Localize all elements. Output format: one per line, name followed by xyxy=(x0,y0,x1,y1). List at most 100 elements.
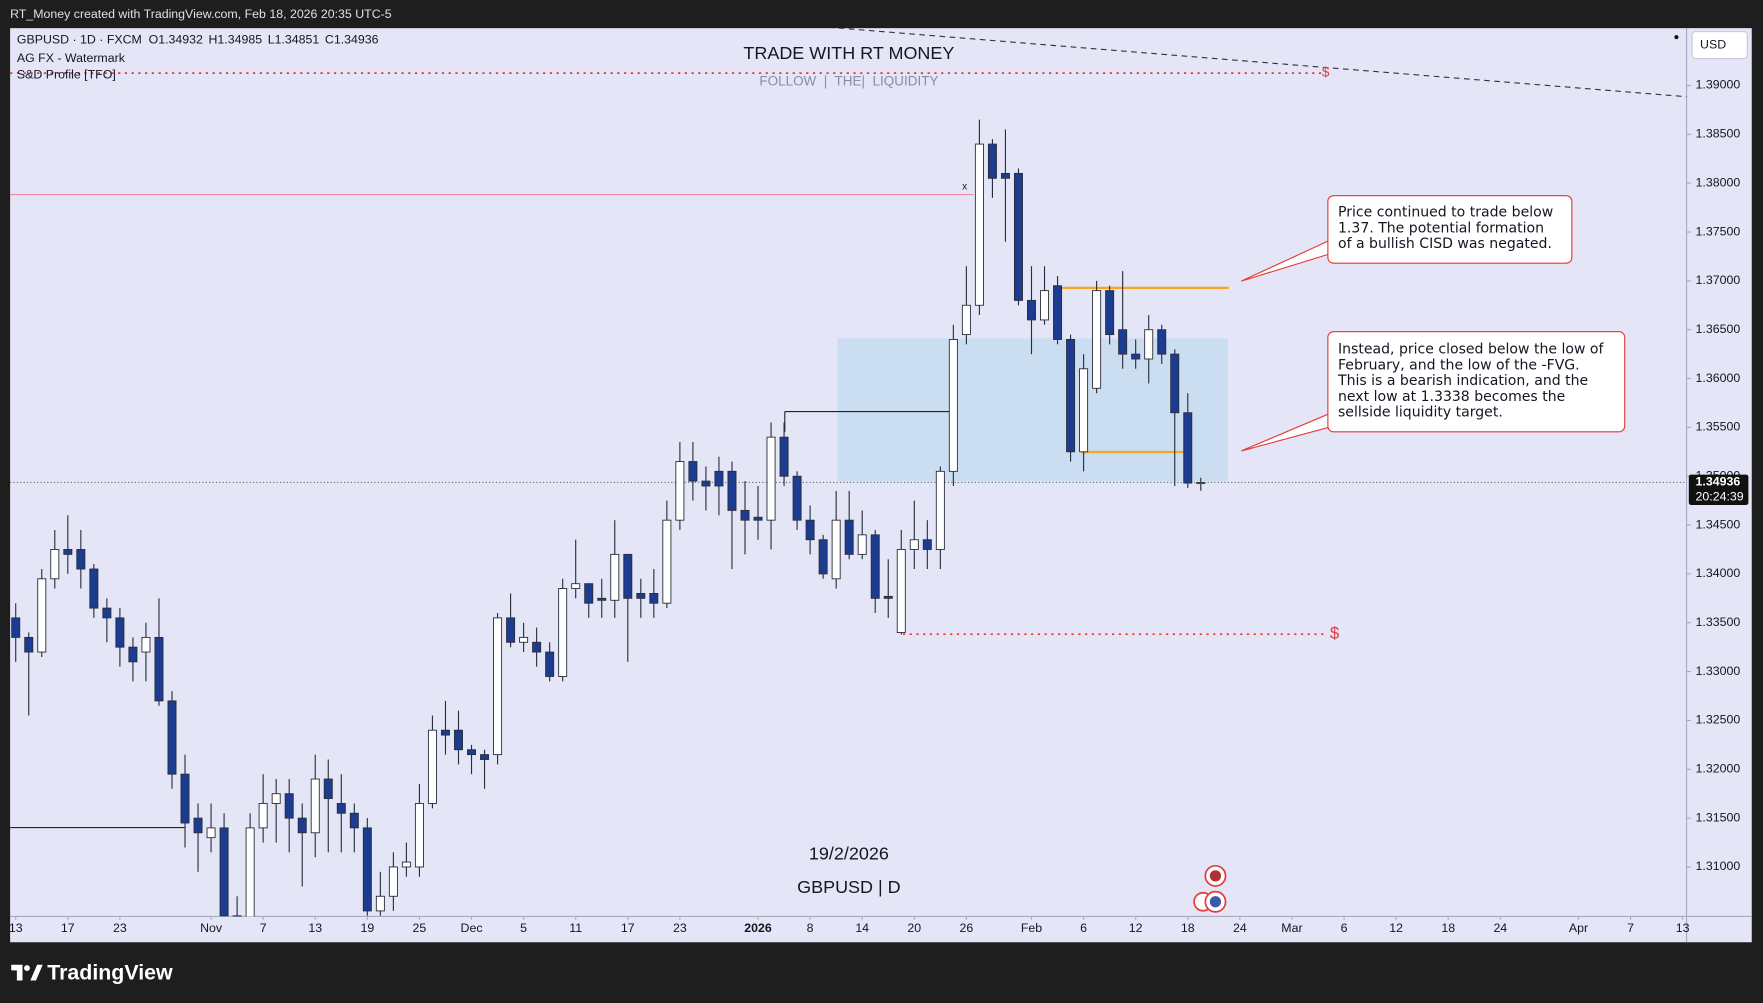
high-label: H1.34985 xyxy=(209,33,263,47)
price-axis: 1.31000 1.31500 1.32000 1.32500 1.33000 1.335… xyxy=(1686,78,1741,873)
y-tick-label: 1.35500 xyxy=(1696,420,1741,434)
logo-shape xyxy=(30,964,43,981)
candle-body xyxy=(571,583,581,590)
candle-body xyxy=(24,636,34,653)
x-tick-label: 19 xyxy=(360,921,374,935)
candle-body xyxy=(258,803,268,829)
candle-body xyxy=(1000,172,1010,179)
brand-name: TradingView xyxy=(47,960,173,984)
candle-body xyxy=(414,803,424,868)
x-tick-label: 12 xyxy=(1389,921,1403,935)
x-tick-label: 7 xyxy=(260,921,267,935)
y-tick-label: 1.33000 xyxy=(1696,664,1741,678)
pair-label: GBPUSD | D xyxy=(797,877,901,897)
candle-body xyxy=(857,534,867,555)
candle-body xyxy=(63,549,73,555)
x-tick-label: Feb xyxy=(1021,921,1042,935)
candle-body xyxy=(115,617,125,648)
candle-body xyxy=(11,617,21,638)
candle-body xyxy=(844,519,854,555)
fvg-zone xyxy=(837,338,1228,482)
x-tick-label: 2026 xyxy=(744,921,772,935)
event-icon-flag xyxy=(1209,870,1222,882)
y-tick-label: 1.37000 xyxy=(1696,273,1741,287)
x-tick-label: 20 xyxy=(907,921,921,935)
candle-body xyxy=(1053,285,1063,340)
dollar-marker: $ xyxy=(1322,65,1330,80)
candle-body xyxy=(597,597,607,601)
candle-body xyxy=(532,641,542,653)
candle-body xyxy=(219,827,229,917)
candle-body xyxy=(1131,353,1141,360)
candle-body xyxy=(375,895,385,912)
x-tick-label: 8 xyxy=(807,921,814,935)
time-axis: 13 17 23 Nov 7 13 19 25 Dec 5 11 17 23 2026 8 14 20 26 Feb… xyxy=(9,916,1690,935)
candle-body xyxy=(180,773,190,824)
y-tick-label: 1.38500 xyxy=(1696,127,1741,141)
y-tick-label: 1.31000 xyxy=(1696,859,1741,873)
symbol: GBPUSD · 1D · FXCM xyxy=(17,33,142,47)
callout-text: 1.37. The potential formation xyxy=(1338,220,1544,236)
candle-body xyxy=(662,519,672,604)
candle-body xyxy=(519,636,529,643)
x-tick-label: 18 xyxy=(1441,921,1455,935)
callout-text: Price continued to trade below xyxy=(1338,205,1553,221)
candle-body xyxy=(1157,329,1167,355)
x-tick-label: 23 xyxy=(673,921,687,935)
chart-subtitle: FOLLOW | THE| LIQUIDITY xyxy=(759,74,938,89)
dollar-marker: $ xyxy=(1330,624,1340,643)
candle-body xyxy=(310,778,320,834)
candle-body xyxy=(76,549,86,570)
callout-text: This is a bearish indication, and the xyxy=(1337,373,1588,389)
candle-body xyxy=(362,827,372,912)
candle-body xyxy=(1196,482,1206,485)
candle-body xyxy=(558,588,568,677)
callout-box xyxy=(1327,331,1626,433)
candle-body xyxy=(102,607,112,619)
x-tick-label: 17 xyxy=(61,921,75,935)
drawings xyxy=(10,28,1687,829)
candle-body xyxy=(467,749,477,756)
candle-body xyxy=(141,636,151,653)
top-bar-text: RT_Money created with TradingView.com, F… xyxy=(10,7,392,21)
logo-shape xyxy=(11,964,23,981)
x-tick-label: 17 xyxy=(621,921,635,935)
candle-body xyxy=(1144,329,1154,360)
candle-body xyxy=(792,475,802,521)
x-tick-label: 7 xyxy=(1627,921,1634,935)
candle-body xyxy=(349,812,359,829)
x-tick-label: 25 xyxy=(413,921,427,935)
currency-button[interactable] xyxy=(1691,30,1748,60)
x-tick-label: 11 xyxy=(569,921,582,935)
marker-x: x xyxy=(962,181,967,192)
x-tick-label: 14 xyxy=(855,921,869,935)
indicator: S&D Profile [TFO] xyxy=(17,68,116,82)
candle-body xyxy=(675,461,685,521)
callout-text: sellside liquidity target. xyxy=(1338,405,1503,421)
candle-body xyxy=(727,470,737,511)
callout-box xyxy=(1327,195,1573,264)
x-tick-label: 24 xyxy=(1233,921,1247,935)
x-tick-label: 6 xyxy=(1080,921,1087,935)
x-tick-label: 12 xyxy=(1129,921,1143,935)
candle-body xyxy=(440,729,450,736)
candle-body xyxy=(701,480,711,487)
candle-body xyxy=(323,778,333,800)
y-tick-label: 1.37500 xyxy=(1696,224,1741,238)
candle-body xyxy=(506,617,516,643)
candle-body xyxy=(193,817,203,834)
callout-text: of a bullish CISD was negated. xyxy=(1338,236,1552,252)
chart-background xyxy=(10,28,1752,943)
brand-logo xyxy=(11,964,43,981)
y-tick-label: 1.33500 xyxy=(1696,615,1741,629)
x-tick-label: 26 xyxy=(960,921,974,935)
candle-body xyxy=(1079,368,1089,453)
x-tick-label: 13 xyxy=(9,921,23,935)
candle-body xyxy=(154,636,164,702)
dot xyxy=(1674,35,1679,40)
candle-body xyxy=(1092,290,1102,389)
candle-body xyxy=(284,793,294,819)
currency-label: USD xyxy=(1700,37,1726,51)
y-tick-label: 1.36000 xyxy=(1696,371,1741,385)
